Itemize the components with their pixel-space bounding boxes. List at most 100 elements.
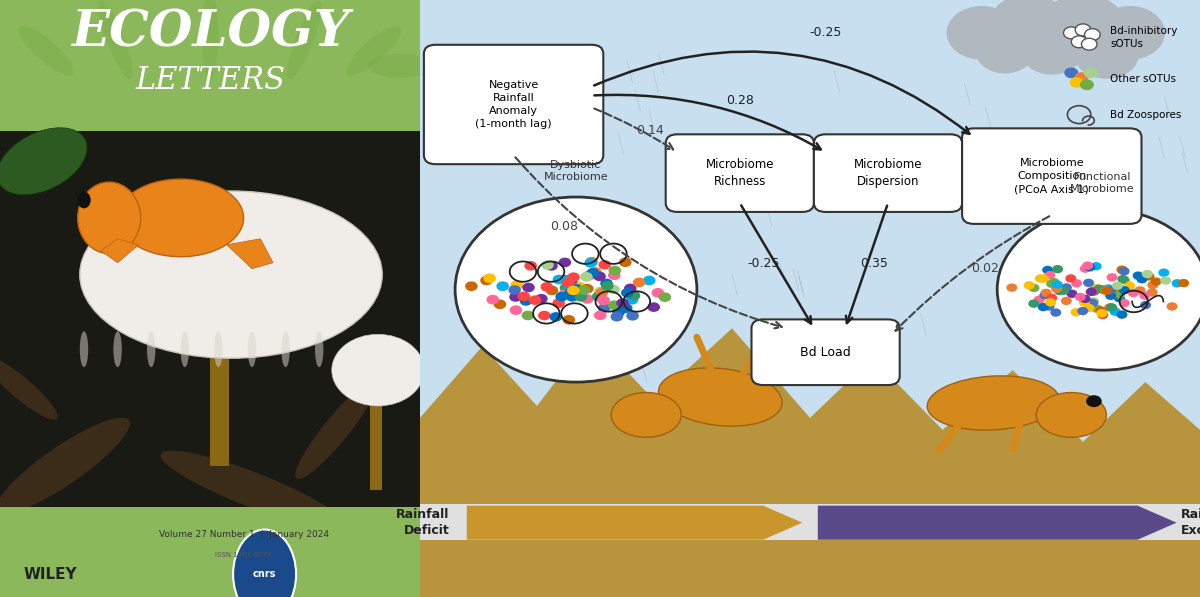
Circle shape: [1093, 285, 1104, 293]
Circle shape: [520, 296, 533, 306]
Ellipse shape: [202, 0, 218, 81]
Circle shape: [556, 292, 568, 301]
Circle shape: [1061, 297, 1072, 305]
Circle shape: [1139, 291, 1151, 300]
Circle shape: [1112, 282, 1123, 290]
Circle shape: [997, 209, 1200, 370]
Text: 0.28: 0.28: [726, 94, 754, 107]
Text: Other sOTUs: Other sOTUs: [1110, 74, 1176, 84]
Circle shape: [1046, 279, 1057, 288]
Circle shape: [1178, 279, 1189, 287]
Circle shape: [598, 303, 611, 313]
Circle shape: [566, 287, 578, 297]
Circle shape: [1106, 273, 1117, 282]
Circle shape: [559, 275, 571, 284]
Text: Rainfall
Deficit: Rainfall Deficit: [396, 509, 450, 537]
Circle shape: [552, 298, 565, 308]
Ellipse shape: [295, 380, 377, 479]
Circle shape: [608, 300, 620, 310]
FancyArrowPatch shape: [742, 205, 811, 324]
Circle shape: [1085, 263, 1096, 272]
Circle shape: [1142, 270, 1153, 278]
Circle shape: [1088, 287, 1099, 296]
Circle shape: [1054, 287, 1066, 296]
Circle shape: [594, 310, 606, 320]
FancyBboxPatch shape: [666, 134, 814, 212]
Ellipse shape: [114, 331, 122, 367]
Ellipse shape: [98, 1, 133, 79]
Circle shape: [1097, 285, 1109, 294]
Circle shape: [598, 296, 610, 305]
Circle shape: [524, 261, 536, 270]
Circle shape: [1160, 276, 1171, 285]
Circle shape: [1134, 286, 1146, 294]
Text: Bd Zoospores: Bd Zoospores: [1110, 110, 1182, 119]
Circle shape: [947, 6, 1016, 60]
Circle shape: [1092, 304, 1103, 313]
Ellipse shape: [928, 376, 1060, 430]
Circle shape: [558, 290, 571, 299]
Circle shape: [1049, 278, 1060, 287]
Circle shape: [565, 276, 577, 287]
Circle shape: [619, 257, 631, 267]
FancyArrowPatch shape: [594, 95, 821, 149]
Text: LETTERS: LETTERS: [134, 65, 286, 96]
Polygon shape: [467, 506, 803, 540]
Ellipse shape: [181, 331, 190, 367]
Ellipse shape: [346, 26, 401, 75]
Circle shape: [1100, 287, 1111, 295]
Circle shape: [648, 302, 660, 312]
Ellipse shape: [1037, 393, 1106, 437]
Circle shape: [1147, 288, 1158, 297]
Circle shape: [583, 270, 595, 280]
Text: Bd-inhibitory
sOTUs: Bd-inhibitory sOTUs: [1110, 26, 1177, 49]
Circle shape: [566, 292, 578, 301]
Circle shape: [553, 275, 565, 284]
Circle shape: [1105, 286, 1116, 294]
Circle shape: [1151, 278, 1162, 286]
Circle shape: [1133, 272, 1144, 280]
Circle shape: [624, 284, 636, 293]
Ellipse shape: [287, 1, 322, 79]
Circle shape: [1112, 284, 1124, 293]
Circle shape: [1051, 281, 1063, 289]
Circle shape: [581, 284, 594, 294]
Ellipse shape: [611, 393, 682, 437]
Circle shape: [1067, 290, 1078, 298]
Circle shape: [1080, 79, 1094, 90]
Ellipse shape: [80, 191, 383, 358]
Circle shape: [612, 307, 625, 317]
Circle shape: [486, 295, 499, 304]
Circle shape: [652, 288, 664, 297]
Circle shape: [522, 282, 535, 293]
Polygon shape: [227, 239, 274, 269]
Circle shape: [535, 294, 547, 303]
Circle shape: [1033, 296, 1045, 304]
FancyBboxPatch shape: [962, 128, 1141, 224]
Circle shape: [1106, 303, 1117, 312]
Circle shape: [643, 276, 655, 285]
Circle shape: [1094, 6, 1165, 60]
Circle shape: [1075, 293, 1086, 301]
Circle shape: [632, 278, 646, 287]
Ellipse shape: [331, 334, 425, 406]
Circle shape: [1078, 307, 1088, 315]
Circle shape: [1103, 284, 1114, 293]
Circle shape: [1075, 24, 1091, 36]
Circle shape: [608, 266, 622, 275]
Circle shape: [607, 285, 619, 294]
Circle shape: [568, 272, 580, 282]
Text: ECOLOGY: ECOLOGY: [71, 8, 349, 57]
Text: Microbiome
Dispersion: Microbiome Dispersion: [853, 158, 923, 188]
Circle shape: [1171, 279, 1182, 288]
Circle shape: [1116, 310, 1128, 319]
Polygon shape: [420, 328, 1200, 525]
Circle shape: [620, 303, 632, 313]
Text: Microbiome
Richness: Microbiome Richness: [706, 158, 774, 188]
FancyBboxPatch shape: [420, 525, 1200, 597]
Circle shape: [566, 280, 578, 290]
Circle shape: [1038, 303, 1049, 311]
Circle shape: [1021, 27, 1084, 75]
Circle shape: [570, 284, 583, 294]
Circle shape: [571, 283, 584, 293]
